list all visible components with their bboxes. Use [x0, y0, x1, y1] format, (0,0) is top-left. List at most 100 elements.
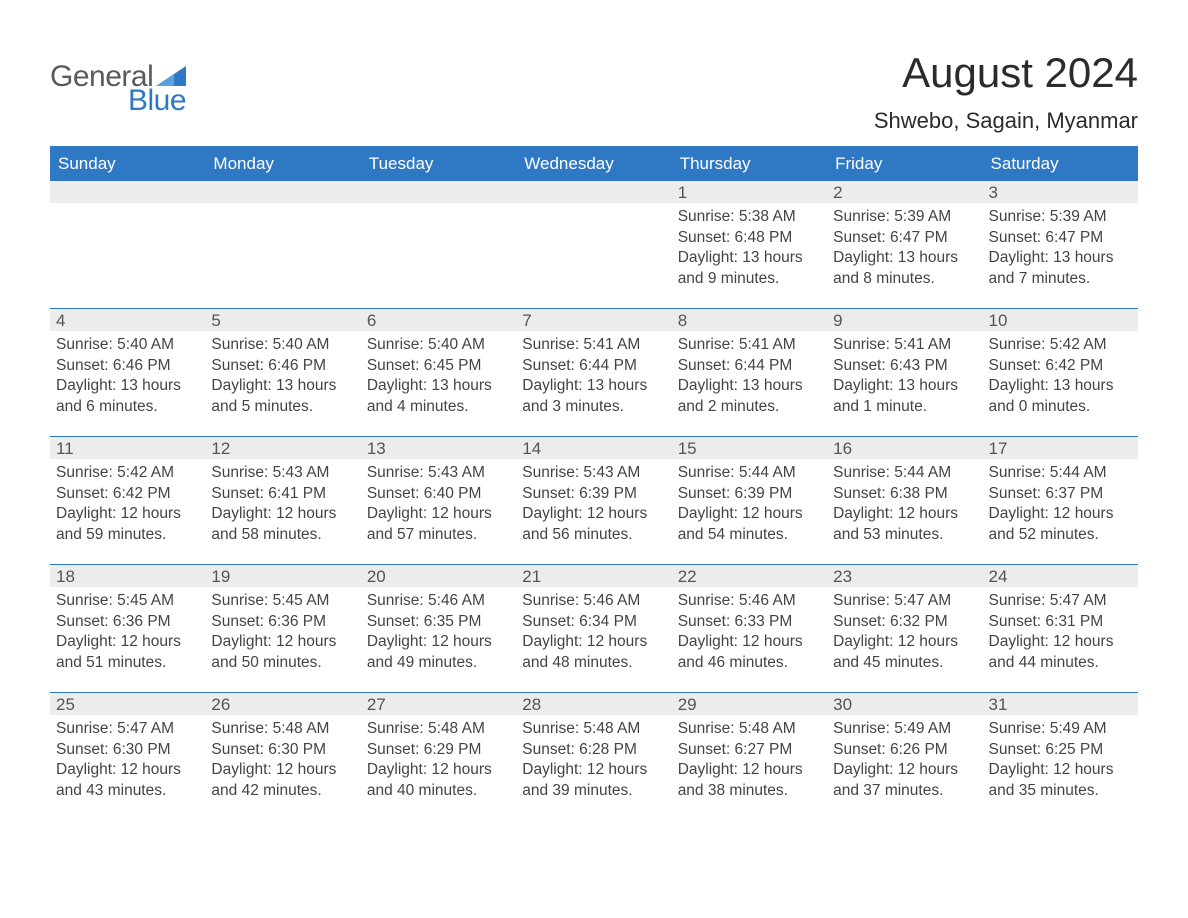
day-details: Sunrise: 5:49 AMSunset: 6:25 PMDaylight:… — [983, 715, 1138, 803]
day-header: Sunday — [50, 147, 205, 181]
day-sunset: Sunset: 6:38 PM — [833, 484, 976, 504]
day-details: Sunrise: 5:41 AMSunset: 6:44 PMDaylight:… — [672, 331, 827, 419]
day-number — [50, 181, 205, 203]
day-sunset: Sunset: 6:39 PM — [522, 484, 665, 504]
day-details: Sunrise: 5:41 AMSunset: 6:44 PMDaylight:… — [516, 331, 671, 419]
day-number: 3 — [983, 181, 1138, 203]
day-daylight: Daylight: 13 hours and 9 minutes. — [678, 248, 821, 289]
day-details: Sunrise: 5:42 AMSunset: 6:42 PMDaylight:… — [983, 331, 1138, 419]
day-daylight: Daylight: 12 hours and 48 minutes. — [522, 632, 665, 673]
day-sunrise: Sunrise: 5:46 AM — [367, 591, 510, 611]
calendar-table: Sunday Monday Tuesday Wednesday Thursday… — [50, 146, 1138, 821]
day-details: Sunrise: 5:47 AMSunset: 6:31 PMDaylight:… — [983, 587, 1138, 675]
day-daylight: Daylight: 13 hours and 1 minute. — [833, 376, 976, 417]
day-sunrise: Sunrise: 5:40 AM — [56, 335, 199, 355]
day-details: Sunrise: 5:46 AMSunset: 6:34 PMDaylight:… — [516, 587, 671, 675]
calendar-cell: 9Sunrise: 5:41 AMSunset: 6:43 PMDaylight… — [827, 309, 982, 437]
day-sunrise: Sunrise: 5:49 AM — [989, 719, 1132, 739]
calendar-cell — [50, 181, 205, 309]
day-header: Thursday — [672, 147, 827, 181]
day-sunset: Sunset: 6:33 PM — [678, 612, 821, 632]
day-sunrise: Sunrise: 5:48 AM — [367, 719, 510, 739]
calendar-cell: 28Sunrise: 5:48 AMSunset: 6:28 PMDayligh… — [516, 693, 671, 821]
day-number: 22 — [672, 565, 827, 587]
day-number: 6 — [361, 309, 516, 331]
day-details: Sunrise: 5:40 AMSunset: 6:46 PMDaylight:… — [50, 331, 205, 419]
day-details: Sunrise: 5:47 AMSunset: 6:32 PMDaylight:… — [827, 587, 982, 675]
day-details: Sunrise: 5:40 AMSunset: 6:46 PMDaylight:… — [205, 331, 360, 419]
day-details: Sunrise: 5:44 AMSunset: 6:37 PMDaylight:… — [983, 459, 1138, 547]
day-header-row: Sunday Monday Tuesday Wednesday Thursday… — [50, 147, 1138, 181]
day-daylight: Daylight: 13 hours and 0 minutes. — [989, 376, 1132, 417]
day-sunrise: Sunrise: 5:43 AM — [522, 463, 665, 483]
calendar-cell: 17Sunrise: 5:44 AMSunset: 6:37 PMDayligh… — [983, 437, 1138, 565]
day-number: 27 — [361, 693, 516, 715]
day-daylight: Daylight: 12 hours and 59 minutes. — [56, 504, 199, 545]
day-sunset: Sunset: 6:46 PM — [211, 356, 354, 376]
calendar-week-row: 25Sunrise: 5:47 AMSunset: 6:30 PMDayligh… — [50, 693, 1138, 821]
calendar-cell: 11Sunrise: 5:42 AMSunset: 6:42 PMDayligh… — [50, 437, 205, 565]
day-number: 1 — [672, 181, 827, 203]
page-header: General Blue August 2024 Shwebo, Sagain,… — [50, 50, 1138, 134]
calendar-cell: 24Sunrise: 5:47 AMSunset: 6:31 PMDayligh… — [983, 565, 1138, 693]
day-daylight: Daylight: 12 hours and 44 minutes. — [989, 632, 1132, 673]
day-header: Friday — [827, 147, 982, 181]
day-sunrise: Sunrise: 5:42 AM — [989, 335, 1132, 355]
day-details: Sunrise: 5:49 AMSunset: 6:26 PMDaylight:… — [827, 715, 982, 803]
day-sunrise: Sunrise: 5:38 AM — [678, 207, 821, 227]
day-daylight: Daylight: 12 hours and 35 minutes. — [989, 760, 1132, 801]
brand-logo: General Blue — [50, 60, 186, 118]
day-daylight: Daylight: 13 hours and 3 minutes. — [522, 376, 665, 417]
day-details: Sunrise: 5:46 AMSunset: 6:35 PMDaylight:… — [361, 587, 516, 675]
day-number: 9 — [827, 309, 982, 331]
day-daylight: Daylight: 12 hours and 43 minutes. — [56, 760, 199, 801]
day-sunset: Sunset: 6:36 PM — [56, 612, 199, 632]
calendar-cell: 7Sunrise: 5:41 AMSunset: 6:44 PMDaylight… — [516, 309, 671, 437]
day-daylight: Daylight: 12 hours and 40 minutes. — [367, 760, 510, 801]
day-sunset: Sunset: 6:32 PM — [833, 612, 976, 632]
day-daylight: Daylight: 12 hours and 45 minutes. — [833, 632, 976, 673]
day-number: 4 — [50, 309, 205, 331]
day-header: Saturday — [983, 147, 1138, 181]
day-daylight: Daylight: 12 hours and 57 minutes. — [367, 504, 510, 545]
day-sunset: Sunset: 6:34 PM — [522, 612, 665, 632]
day-number — [516, 181, 671, 203]
day-sunset: Sunset: 6:47 PM — [833, 228, 976, 248]
day-sunset: Sunset: 6:37 PM — [989, 484, 1132, 504]
day-details: Sunrise: 5:42 AMSunset: 6:42 PMDaylight:… — [50, 459, 205, 547]
day-sunrise: Sunrise: 5:48 AM — [211, 719, 354, 739]
calendar-cell — [205, 181, 360, 309]
day-number — [361, 181, 516, 203]
day-sunset: Sunset: 6:39 PM — [678, 484, 821, 504]
calendar-body: 1Sunrise: 5:38 AMSunset: 6:48 PMDaylight… — [50, 181, 1138, 821]
day-number: 7 — [516, 309, 671, 331]
day-sunset: Sunset: 6:42 PM — [989, 356, 1132, 376]
day-sunrise: Sunrise: 5:39 AM — [833, 207, 976, 227]
day-number: 26 — [205, 693, 360, 715]
day-sunrise: Sunrise: 5:39 AM — [989, 207, 1132, 227]
calendar-cell: 21Sunrise: 5:46 AMSunset: 6:34 PMDayligh… — [516, 565, 671, 693]
day-daylight: Daylight: 13 hours and 7 minutes. — [989, 248, 1132, 289]
day-details: Sunrise: 5:48 AMSunset: 6:28 PMDaylight:… — [516, 715, 671, 803]
calendar-cell: 3Sunrise: 5:39 AMSunset: 6:47 PMDaylight… — [983, 181, 1138, 309]
day-sunrise: Sunrise: 5:46 AM — [522, 591, 665, 611]
day-sunrise: Sunrise: 5:40 AM — [367, 335, 510, 355]
calendar-cell: 23Sunrise: 5:47 AMSunset: 6:32 PMDayligh… — [827, 565, 982, 693]
brand-word-2: Blue — [128, 84, 186, 118]
day-details: Sunrise: 5:45 AMSunset: 6:36 PMDaylight:… — [50, 587, 205, 675]
day-sunrise: Sunrise: 5:41 AM — [678, 335, 821, 355]
day-number: 14 — [516, 437, 671, 459]
calendar-cell: 4Sunrise: 5:40 AMSunset: 6:46 PMDaylight… — [50, 309, 205, 437]
day-details: Sunrise: 5:48 AMSunset: 6:29 PMDaylight:… — [361, 715, 516, 803]
day-daylight: Daylight: 12 hours and 38 minutes. — [678, 760, 821, 801]
calendar-cell: 25Sunrise: 5:47 AMSunset: 6:30 PMDayligh… — [50, 693, 205, 821]
day-daylight: Daylight: 13 hours and 2 minutes. — [678, 376, 821, 417]
day-sunrise: Sunrise: 5:48 AM — [522, 719, 665, 739]
calendar-week-row: 4Sunrise: 5:40 AMSunset: 6:46 PMDaylight… — [50, 309, 1138, 437]
day-sunrise: Sunrise: 5:43 AM — [211, 463, 354, 483]
day-sunset: Sunset: 6:43 PM — [833, 356, 976, 376]
day-sunset: Sunset: 6:30 PM — [56, 740, 199, 760]
calendar-cell: 31Sunrise: 5:49 AMSunset: 6:25 PMDayligh… — [983, 693, 1138, 821]
calendar-cell: 12Sunrise: 5:43 AMSunset: 6:41 PMDayligh… — [205, 437, 360, 565]
day-details: Sunrise: 5:46 AMSunset: 6:33 PMDaylight:… — [672, 587, 827, 675]
